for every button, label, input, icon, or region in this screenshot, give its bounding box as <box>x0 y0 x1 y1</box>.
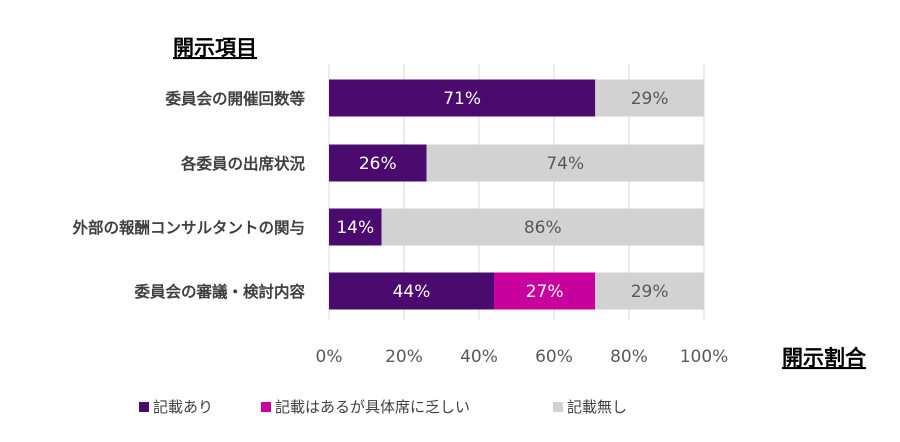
legend-swatch <box>553 402 563 412</box>
x-tick-labels: 0% 20% 40% 60% 80% 100% <box>316 347 729 367</box>
bar-segment <box>595 272 704 310</box>
category-labels: 委員会の開催回数等各委員の出席状況外部の報酬コンサルタントの関与委員会の審議・検… <box>72 89 305 301</box>
legend-label: 記載無し <box>567 398 627 416</box>
bar-segment <box>494 272 596 310</box>
data-label: 71% <box>443 89 481 109</box>
data-label: 86% <box>524 218 562 238</box>
data-label: 74% <box>546 154 584 174</box>
x-tick-label: 0% <box>316 347 343 367</box>
bar-segment <box>329 272 494 310</box>
category-label: 委員会の開催回数等 <box>164 89 305 108</box>
data-label: 44% <box>393 282 431 302</box>
data-label: 27% <box>526 282 564 302</box>
x-tick-label: 20% <box>385 347 423 367</box>
x-tick-label: 80% <box>610 347 648 367</box>
y-axis-title: 開示項目 <box>173 36 257 60</box>
category-label: 外部の報酬コンサルタントの関与 <box>72 218 305 237</box>
category-label: 委員会の審議・検討内容 <box>133 282 305 301</box>
legend-swatch <box>261 402 271 412</box>
bars: 71% 29% 26% 74% 14% 86% 44% 27% 29% <box>329 79 704 310</box>
x-axis-title: 開示割合 <box>782 346 867 370</box>
x-tick-label: 40% <box>460 347 498 367</box>
data-label: 26% <box>359 154 397 174</box>
legend-swatch <box>139 402 149 412</box>
category-label: 各委員の出席状況 <box>180 154 306 173</box>
data-label: 29% <box>631 282 669 302</box>
bar-segment <box>329 144 427 182</box>
legend-label: 記載あり <box>153 398 213 416</box>
bar-segment <box>381 208 704 246</box>
data-label: 29% <box>631 89 669 109</box>
bar-segment <box>329 79 596 117</box>
x-tick-label: 100% <box>680 347 729 367</box>
x-tick-label: 60% <box>535 347 573 367</box>
bar-segment <box>595 79 704 117</box>
legend-label: 記載はあるが具体席に乏しい <box>275 398 470 416</box>
data-label: 14% <box>336 218 374 238</box>
legend: 記載あり 記載はあるが具体席に乏しい 記載無し <box>139 398 627 416</box>
bar-segment <box>329 208 382 246</box>
bar-segment <box>426 144 704 182</box>
